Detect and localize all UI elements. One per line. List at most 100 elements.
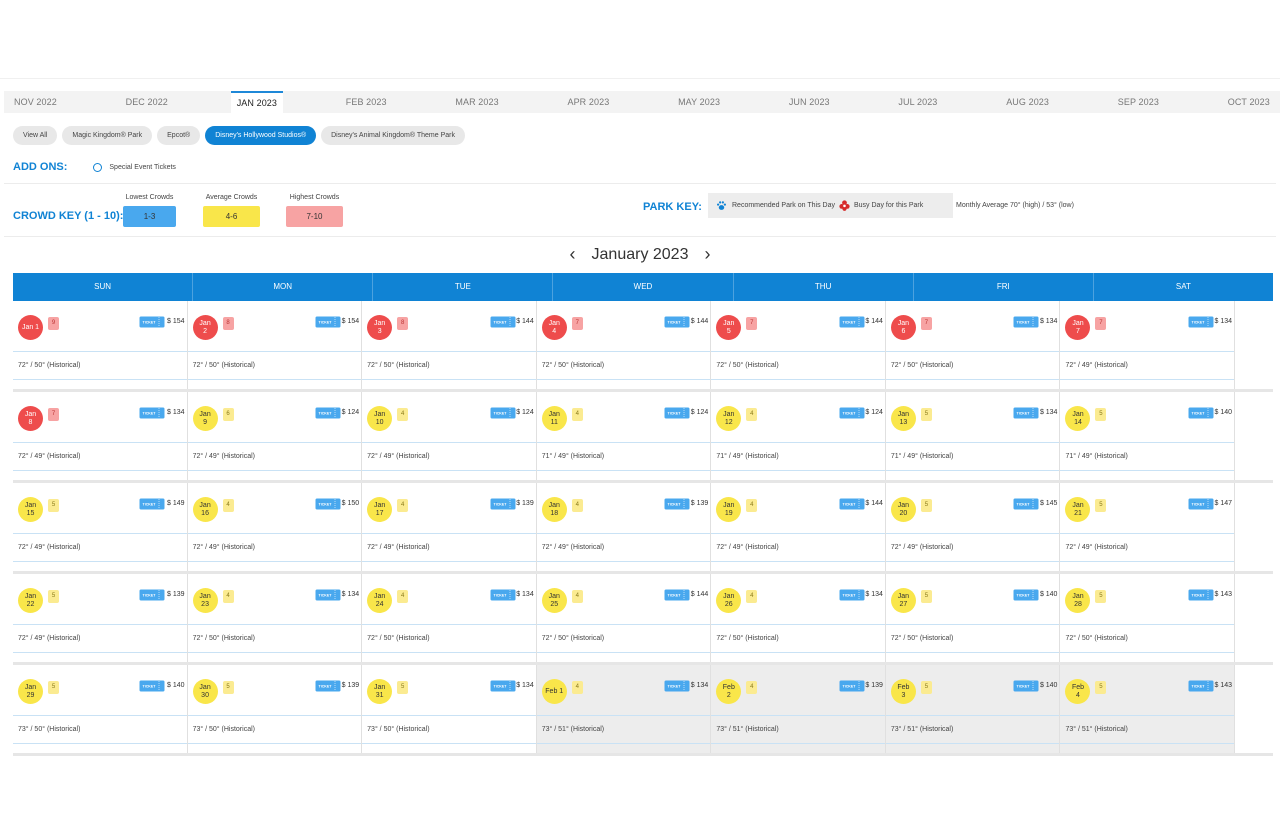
ticket-icon[interactable]: TICKET (1188, 680, 1214, 692)
calendar-day-cell[interactable]: Jan 2 8 TICKET $ 154 72° / 50° (Historical) (187, 301, 363, 389)
park-filter-pill[interactable]: Disney's Animal Kingdom® Theme Park (321, 126, 465, 145)
date-badge[interactable]: Feb 4 (1065, 679, 1091, 704)
calendar-day-cell[interactable]: Jan 22 5 TICKET $ 139 72° / 49° (Historical) (13, 574, 188, 662)
date-badge[interactable]: Jan 9 (192, 406, 218, 431)
calendar-day-cell[interactable]: Jan 10 4 TICKET $ 124 72° / 49° (Historical) (362, 392, 537, 480)
ticket-icon[interactable]: TICKET (139, 498, 165, 510)
park-filter-pill[interactable]: Epcot® (157, 126, 201, 145)
calendar-day-cell[interactable]: Jan 5 7 TICKET $ 144 72° / 50° (Historical) (711, 301, 886, 389)
calendar-day-cell[interactable]: Jan 11 4 TICKET $ 124 71° / 49° (Historical) (536, 392, 712, 480)
calendar-day-cell[interactable]: Jan 31 5 TICKET $ 134 73° / 50° (Historical) (362, 665, 537, 753)
month-tab[interactable]: APR 2023 (567, 97, 610, 107)
park-filter-pill[interactable]: Magic Kingdom® Park (62, 126, 153, 145)
month-tab[interactable]: NOV 2022 (14, 97, 57, 107)
date-badge[interactable]: Jan 19 (716, 497, 742, 522)
calendar-day-cell[interactable]: Jan 12 4 TICKET $ 124 71° / 49° (Historical) (711, 392, 886, 480)
date-badge[interactable]: Jan 27 (890, 588, 916, 613)
ticket-icon[interactable]: TICKET (490, 589, 516, 601)
date-badge[interactable]: Jan 6 (890, 315, 916, 340)
calendar-day-cell[interactable]: Jan 25 4 TICKET $ 144 72° / 50° (Historical) (536, 574, 712, 662)
prev-month-chevron-icon[interactable]: ‹ (569, 244, 576, 264)
ticket-icon[interactable]: TICKET (839, 589, 865, 601)
month-tab[interactable]: JUN 2023 (788, 97, 830, 107)
date-badge[interactable]: Jan 18 (541, 497, 567, 522)
date-badge[interactable]: Jan 7 (1065, 315, 1091, 340)
calendar-day-cell[interactable]: Jan 16 4 TICKET $ 150 72° / 49° (Historical) (187, 483, 363, 571)
calendar-day-cell[interactable]: Jan 18 4 TICKET $ 139 72° / 49° (Historical) (536, 483, 712, 571)
ticket-icon[interactable]: TICKET (1013, 680, 1039, 692)
ticket-icon[interactable]: TICKET (839, 407, 865, 419)
calendar-day-cell[interactable]: Jan 15 5 TICKET $ 149 72° / 49° (Historical) (13, 483, 188, 571)
calendar-day-cell[interactable]: Jan 13 5 TICKET $ 134 71° / 49° (Historical) (885, 392, 1061, 480)
ticket-icon[interactable]: TICKET (490, 316, 516, 328)
ticket-icon[interactable]: TICKET (139, 680, 165, 692)
date-badge[interactable]: Jan 20 (890, 497, 916, 522)
calendar-day-cell[interactable]: Feb 3 5 TICKET $ 140 73° / 51° (Historical) (885, 665, 1061, 753)
calendar-day-cell[interactable]: Feb 2 4 TICKET $ 139 73° / 51° (Historical) (711, 665, 886, 753)
calendar-day-cell[interactable]: Jan 17 4 TICKET $ 139 72° / 49° (Historical) (362, 483, 537, 571)
month-tab[interactable]: MAY 2023 (678, 97, 721, 107)
date-badge[interactable]: Jan 8 (18, 406, 43, 431)
ticket-icon[interactable]: TICKET (839, 680, 865, 692)
ticket-icon[interactable]: TICKET (1188, 498, 1214, 510)
calendar-day-cell[interactable]: Jan 20 5 TICKET $ 145 72° / 49° (Historical) (885, 483, 1061, 571)
ticket-icon[interactable]: TICKET (315, 407, 341, 419)
calendar-day-cell[interactable]: Jan 1 9 TICKET $ 154 72° / 50° (Historical) (13, 301, 188, 389)
month-tab[interactable]: SEP 2023 (1117, 97, 1159, 107)
date-badge[interactable]: Jan 11 (541, 406, 567, 431)
ticket-icon[interactable]: TICKET (664, 680, 690, 692)
ticket-icon[interactable]: TICKET (315, 589, 341, 601)
ticket-icon[interactable]: TICKET (664, 407, 690, 419)
special-event-radio[interactable] (93, 162, 103, 172)
ticket-icon[interactable]: TICKET (1013, 407, 1039, 419)
date-badge[interactable]: Jan 15 (18, 497, 43, 522)
ticket-icon[interactable]: TICKET (490, 680, 516, 692)
date-badge[interactable]: Jan 16 (192, 497, 218, 522)
date-badge[interactable]: Jan 24 (367, 588, 393, 613)
ticket-icon[interactable]: TICKET (1013, 316, 1039, 328)
calendar-day-cell[interactable]: Feb 1 4 TICKET $ 134 73° / 51° (Historical) (536, 665, 712, 753)
date-badge[interactable]: Jan 12 (716, 406, 742, 431)
calendar-day-cell[interactable]: Jan 14 5 TICKET $ 140 71° / 49° (Historical) (1060, 392, 1236, 480)
ticket-icon[interactable]: TICKET (315, 498, 341, 510)
calendar-day-cell[interactable]: Jan 7 7 TICKET $ 134 72° / 49° (Historical) (1060, 301, 1236, 389)
date-badge[interactable]: Jan 4 (541, 315, 567, 340)
date-badge[interactable]: Jan 1 (18, 315, 43, 340)
date-badge[interactable]: Jan 3 (367, 315, 393, 340)
calendar-day-cell[interactable]: Jan 21 5 TICKET $ 147 72° / 49° (Historical) (1060, 483, 1236, 571)
ticket-icon[interactable]: TICKET (839, 316, 865, 328)
calendar-day-cell[interactable]: Jan 24 4 TICKET $ 134 72° / 50° (Historical) (362, 574, 537, 662)
ticket-icon[interactable]: TICKET (1188, 589, 1214, 601)
date-badge[interactable]: Jan 25 (541, 588, 567, 613)
ticket-icon[interactable]: TICKET (139, 589, 165, 601)
ticket-icon[interactable]: TICKET (315, 316, 341, 328)
month-tab[interactable]: FEB 2023 (345, 97, 387, 107)
month-tab[interactable]: MAR 2023 (455, 97, 499, 107)
date-badge[interactable]: Jan 28 (1065, 588, 1091, 613)
date-badge[interactable]: Jan 5 (716, 315, 742, 340)
park-filter-pill[interactable]: Disney's Hollywood Studios® (205, 126, 317, 145)
calendar-day-cell[interactable]: Jan 23 4 TICKET $ 134 72° / 50° (Historical) (187, 574, 363, 662)
ticket-icon[interactable]: TICKET (664, 498, 690, 510)
date-badge[interactable]: Jan 13 (890, 406, 916, 431)
calendar-day-cell[interactable]: Jan 19 4 TICKET $ 144 72° / 49° (Historical) (711, 483, 886, 571)
ticket-icon[interactable]: TICKET (1188, 316, 1214, 328)
date-badge[interactable]: Jan 30 (192, 679, 218, 704)
date-badge[interactable]: Jan 22 (18, 588, 43, 613)
calendar-day-cell[interactable]: Jan 4 7 TICKET $ 144 72° / 50° (Historical) (536, 301, 712, 389)
date-badge[interactable]: Jan 17 (367, 497, 393, 522)
park-filter-pill[interactable]: View All (13, 126, 58, 145)
date-badge[interactable]: Feb 1 (541, 679, 567, 704)
ticket-icon[interactable]: TICKET (1188, 407, 1214, 419)
date-badge[interactable]: Jan 29 (18, 679, 43, 704)
date-badge[interactable]: Jan 23 (192, 588, 218, 613)
ticket-icon[interactable]: TICKET (1013, 498, 1039, 510)
date-badge[interactable]: Jan 2 (192, 315, 218, 340)
ticket-icon[interactable]: TICKET (490, 407, 516, 419)
calendar-day-cell[interactable]: Jan 8 7 TICKET $ 134 72° / 49° (Historical) (13, 392, 188, 480)
date-badge[interactable]: Jan 21 (1065, 497, 1091, 522)
calendar-day-cell[interactable]: Jan 30 5 TICKET $ 139 73° / 50° (Historical) (187, 665, 363, 753)
calendar-day-cell[interactable]: Jan 29 5 TICKET $ 140 73° / 50° (Historical) (13, 665, 188, 753)
ticket-icon[interactable]: TICKET (315, 680, 341, 692)
ticket-icon[interactable]: TICKET (664, 589, 690, 601)
